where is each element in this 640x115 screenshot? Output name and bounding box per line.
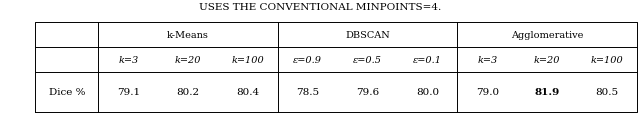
Text: 80.2: 80.2 bbox=[177, 88, 200, 96]
Text: 80.4: 80.4 bbox=[236, 88, 259, 96]
Text: 80.5: 80.5 bbox=[595, 88, 618, 96]
Text: Agglomerative: Agglomerative bbox=[511, 31, 583, 40]
Text: 79.0: 79.0 bbox=[476, 88, 499, 96]
Text: k=100: k=100 bbox=[232, 56, 264, 65]
Text: ε=0.1: ε=0.1 bbox=[413, 56, 442, 65]
Text: Dice %: Dice % bbox=[49, 88, 85, 96]
Text: ε=0.5: ε=0.5 bbox=[353, 56, 382, 65]
Text: k-Means: k-Means bbox=[167, 31, 209, 40]
Text: k=20: k=20 bbox=[175, 56, 202, 65]
Text: k=3: k=3 bbox=[477, 56, 497, 65]
Text: 78.5: 78.5 bbox=[296, 88, 319, 96]
Text: 80.0: 80.0 bbox=[416, 88, 439, 96]
Text: k=20: k=20 bbox=[534, 56, 560, 65]
Text: USES THE CONVENTIONAL MINPOINTS=4.: USES THE CONVENTIONAL MINPOINTS=4. bbox=[199, 3, 441, 12]
Text: 81.9: 81.9 bbox=[534, 88, 560, 96]
Text: 79.1: 79.1 bbox=[116, 88, 140, 96]
Text: 79.6: 79.6 bbox=[356, 88, 379, 96]
Text: k=100: k=100 bbox=[591, 56, 623, 65]
Text: DBSCAN: DBSCAN bbox=[345, 31, 390, 40]
Text: k=3: k=3 bbox=[118, 56, 138, 65]
Text: ε=0.9: ε=0.9 bbox=[293, 56, 323, 65]
